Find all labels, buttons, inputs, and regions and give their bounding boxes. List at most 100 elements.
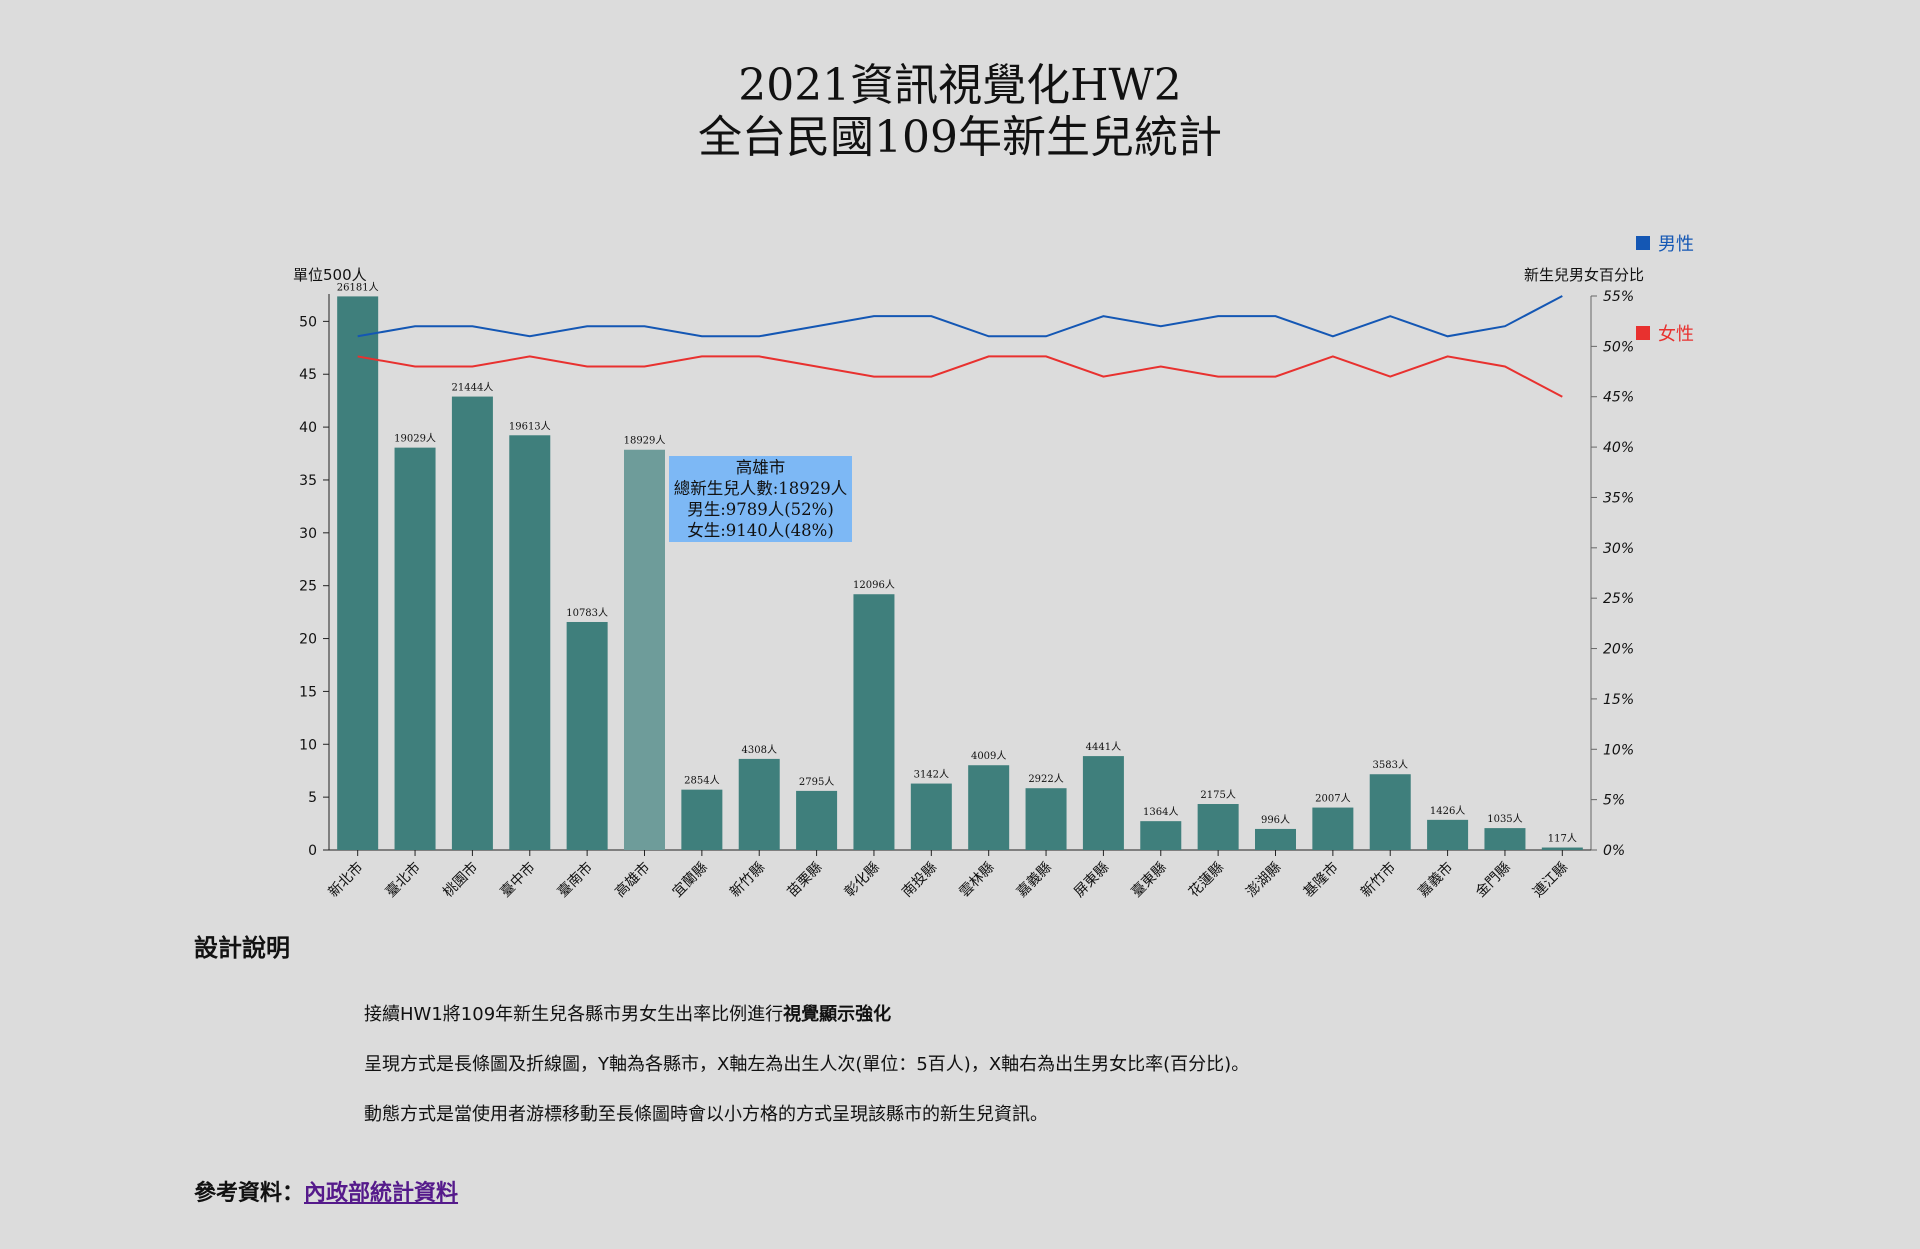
x-axis-category-label: 金門縣 bbox=[1473, 860, 1514, 901]
bar-value-label: 117人 bbox=[1548, 833, 1577, 845]
bar-value-label: 18929人 bbox=[624, 435, 666, 447]
bar-雲林縣 bbox=[968, 765, 1010, 850]
left-axis-tick-label: 10 bbox=[299, 737, 317, 753]
left-axis-tick-label: 50 bbox=[299, 314, 317, 330]
x-axis-category-label: 桃園市 bbox=[440, 859, 482, 901]
bar-value-label: 2175人 bbox=[1200, 789, 1235, 801]
bar-連江縣 bbox=[1541, 847, 1583, 850]
bar-高雄市 bbox=[624, 449, 665, 850]
bar-南投縣 bbox=[910, 783, 952, 850]
right-axis-label: 新生兒男女百分比 bbox=[1524, 266, 1644, 284]
bar-value-label: 1035人 bbox=[1487, 813, 1522, 825]
bar-value-label: 4009人 bbox=[971, 750, 1006, 762]
bar-新北市 bbox=[337, 296, 379, 851]
bar-value-label: 3583人 bbox=[1373, 759, 1408, 771]
x-axis-category-label: 臺北市 bbox=[382, 859, 424, 901]
bar-臺東縣 bbox=[1140, 821, 1182, 850]
left-axis-tick-label: 15 bbox=[299, 684, 317, 700]
bar-value-label: 1364人 bbox=[1143, 806, 1178, 818]
bar-value-label: 26181人 bbox=[337, 281, 379, 293]
right-axis-tick-label: 30% bbox=[1603, 541, 1634, 557]
legend-label-女性: 女性 bbox=[1658, 324, 1694, 345]
right-axis-tick-label: 15% bbox=[1603, 692, 1634, 708]
reference-link[interactable]: 內政部統計資料 bbox=[304, 1181, 459, 1206]
line-男性 bbox=[357, 295, 1563, 338]
reference: 參考資料：內政部統計資料 bbox=[194, 1175, 458, 1207]
bar-value-label: 12096人 bbox=[853, 579, 895, 591]
right-axis-tick-label: 0% bbox=[1603, 843, 1625, 859]
bar-value-label: 1426人 bbox=[1430, 805, 1465, 817]
bar-屏東縣 bbox=[1082, 756, 1124, 850]
right-axis-tick-label: 35% bbox=[1603, 490, 1634, 506]
x-axis-category-label: 新竹縣 bbox=[727, 860, 768, 901]
left-axis-tick-label: 45 bbox=[299, 367, 317, 383]
description-paragraph-1: 接續HW1將109年新生兒各縣市男女生出率比例進行視覺顯示強化 bbox=[364, 1003, 1794, 1027]
right-axis-tick-label: 55% bbox=[1603, 289, 1634, 305]
bar-value-label: 2795人 bbox=[799, 776, 834, 788]
x-axis-category-label: 南投縣 bbox=[899, 860, 940, 901]
left-axis-tick-label: 0 bbox=[308, 843, 317, 859]
description-heading: 設計說明 bbox=[194, 934, 290, 962]
x-axis-category-label: 嘉義市 bbox=[1415, 859, 1457, 901]
bar-tooltip: 高雄市 總新生兒人數:18929人 男生:9789人(52%) 女生:9140人… bbox=[669, 456, 852, 542]
x-axis-category-label: 苗栗縣 bbox=[784, 860, 825, 901]
x-axis-category-label: 屏東縣 bbox=[1071, 860, 1112, 901]
line-女性 bbox=[357, 355, 1563, 398]
description-p1-text: 接續HW1將109年新生兒各縣市男女生出率比例進行 bbox=[364, 1004, 784, 1025]
bar-value-label: 2854人 bbox=[684, 775, 719, 787]
description-paragraph-3: 動態方式是當使用者游標移動至長條圖時會以小方格的方式呈現該縣市的新生兒資訊。 bbox=[364, 1104, 1048, 1125]
x-axis-category-label: 基隆市 bbox=[1300, 859, 1342, 901]
bar-苗栗縣 bbox=[796, 790, 838, 850]
x-axis-category-label: 臺南市 bbox=[554, 859, 596, 901]
x-axis-category-label: 花蓮縣 bbox=[1186, 860, 1227, 901]
left-axis-tick-label: 30 bbox=[299, 526, 317, 542]
x-axis-category-label: 嘉義縣 bbox=[1013, 859, 1055, 901]
bar-value-label: 2922人 bbox=[1028, 773, 1063, 785]
bar-value-label: 2007人 bbox=[1315, 793, 1350, 805]
title-block: 2021資訊視覺化HW2 全台民國109年新生兒統計 bbox=[0, 60, 1920, 164]
description-p1-bold: 視覺顯示強化 bbox=[783, 1004, 892, 1025]
left-axis-tick-label: 5 bbox=[308, 790, 317, 806]
page-subtitle: 全台民國109年新生兒統計 bbox=[698, 112, 1222, 163]
bar-value-label: 4441人 bbox=[1086, 741, 1121, 753]
right-axis-tick-label: 40% bbox=[1603, 440, 1634, 456]
left-axis-tick-label: 20 bbox=[299, 632, 317, 648]
right-axis-tick-label: 45% bbox=[1603, 390, 1634, 406]
right-axis-tick-label: 10% bbox=[1603, 742, 1634, 758]
bar-value-label: 10783人 bbox=[566, 607, 608, 619]
x-axis-category-label: 新竹市 bbox=[1357, 859, 1399, 901]
birth-chart: 0 5 10 15 20 25 30 35 40 45 50 單位500人 0% 5% 10% 15% 20% 2… bbox=[293, 234, 1694, 901]
right-axis-tick-label: 20% bbox=[1603, 642, 1634, 658]
tooltip-male: 男生:9789人(52%) bbox=[687, 500, 834, 519]
description-paragraph-2: 呈現方式是長條圖及折線圖，Y軸為各縣市，X軸左為出生人次(單位：5百人)，X軸右… bbox=[364, 1054, 1250, 1075]
legend-swatch-女性 bbox=[1636, 326, 1650, 340]
legend-swatch-男性 bbox=[1636, 236, 1650, 250]
bar-value-label: 19613人 bbox=[509, 420, 551, 432]
x-axis-category-label: 宜蘭縣 bbox=[670, 860, 711, 901]
right-axis-tick-label: 50% bbox=[1603, 339, 1634, 355]
x-axis-category-label: 連江縣 bbox=[1530, 860, 1571, 901]
right-axis-tick-label: 25% bbox=[1603, 591, 1634, 607]
bar-金門縣 bbox=[1484, 828, 1526, 850]
x-axis-category-label: 彰化縣 bbox=[841, 859, 883, 901]
bar-新竹縣 bbox=[738, 758, 780, 850]
left-axis-tick-label: 40 bbox=[299, 420, 317, 436]
tooltip-female: 女生:9140人(48%) bbox=[687, 521, 834, 540]
bar-嘉義市 bbox=[1427, 819, 1469, 850]
left-axis-tick-label: 25 bbox=[299, 579, 317, 595]
left-axis-label: 單位500人 bbox=[293, 266, 367, 284]
x-axis-category-label: 雲林縣 bbox=[956, 860, 997, 901]
left-axis-tick-label: 35 bbox=[299, 473, 317, 489]
bar-花蓮縣 bbox=[1197, 804, 1239, 850]
bar-澎湖縣 bbox=[1255, 828, 1296, 850]
tooltip-city: 高雄市 bbox=[735, 458, 786, 477]
legend-label-男性: 男性 bbox=[1658, 234, 1694, 255]
bar-宜蘭縣 bbox=[681, 789, 723, 850]
x-axis-category-label: 臺東縣 bbox=[1129, 860, 1170, 901]
page-title: 2021資訊視覺化HW2 bbox=[738, 60, 1182, 111]
reference-label: 參考資料： bbox=[194, 1181, 305, 1206]
bar-基隆市 bbox=[1312, 807, 1354, 850]
bar-嘉義縣 bbox=[1025, 788, 1067, 850]
x-axis-category-label: 新北市 bbox=[325, 859, 367, 901]
bar-value-label: 3142人 bbox=[914, 769, 949, 781]
